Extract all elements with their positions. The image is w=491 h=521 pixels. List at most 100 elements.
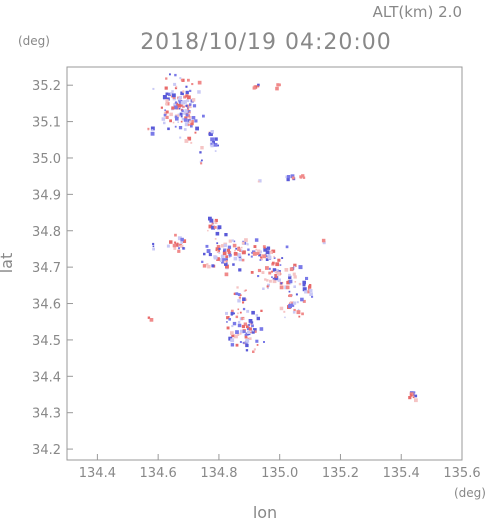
- echo-point: [208, 224, 213, 229]
- echo-point: [289, 267, 294, 272]
- echo-point: [237, 247, 241, 251]
- echo-point: [184, 116, 188, 120]
- echo-point: [277, 258, 281, 262]
- echo-point: [197, 80, 202, 85]
- echo-point: [256, 344, 259, 346]
- echo-point: [228, 316, 230, 318]
- echo-point: [175, 117, 179, 121]
- echo-point: [164, 86, 168, 90]
- echo-point: [226, 316, 230, 320]
- echo-point: [302, 283, 306, 287]
- echo-point: [238, 296, 241, 299]
- echo-point: [259, 327, 264, 331]
- echo-point: [224, 272, 229, 277]
- echo-point: [174, 101, 178, 104]
- echo-point: [188, 120, 192, 124]
- echo-point: [307, 288, 310, 291]
- echo-point: [182, 247, 185, 250]
- echo-point: [181, 117, 185, 121]
- echo-point: [151, 129, 154, 132]
- echo-point: [227, 251, 231, 254]
- echo-point: [180, 120, 183, 123]
- echo-point: [246, 309, 250, 313]
- echo-point: [302, 280, 306, 285]
- y-unit-label: (deg): [18, 34, 50, 48]
- echo-point: [182, 105, 185, 108]
- echo-point: [171, 106, 175, 110]
- echo-point: [205, 244, 209, 248]
- echo-point: [247, 330, 251, 334]
- echo-point: [194, 119, 198, 123]
- echo-point: [235, 315, 239, 319]
- echo-point: [174, 241, 177, 244]
- echo-point: [295, 293, 298, 296]
- echo-point: [232, 263, 235, 266]
- echo-point: [195, 126, 199, 131]
- echo-point: [275, 276, 278, 278]
- echo-point: [177, 249, 181, 253]
- echo-point: [173, 247, 177, 250]
- echo-point: [293, 285, 296, 288]
- echo-point: [288, 304, 292, 309]
- echo-point: [201, 260, 204, 263]
- echo-point: [179, 98, 182, 100]
- y-tick-label: 35.0: [32, 152, 61, 167]
- x-tick-label: 135.0: [261, 466, 298, 481]
- echo-point: [275, 269, 279, 273]
- echo-point: [228, 239, 232, 243]
- echo-point: [251, 324, 254, 328]
- echo-point: [221, 244, 224, 247]
- echo-point: [283, 310, 286, 313]
- echo-point: [260, 309, 263, 312]
- echo-point: [257, 85, 260, 88]
- echo-point: [300, 177, 302, 179]
- echo-point: [259, 259, 262, 261]
- echo-point: [284, 316, 286, 319]
- echo-point: [150, 131, 155, 136]
- echo-point: [247, 323, 251, 327]
- echo-point: [260, 256, 263, 259]
- echo-point: [248, 319, 253, 323]
- echo-point: [210, 130, 214, 134]
- echo-point: [262, 254, 267, 259]
- echo-point: [208, 216, 212, 221]
- echo-point: [242, 301, 245, 304]
- echo-point: [166, 244, 170, 248]
- echo-point: [238, 257, 243, 262]
- echo-point: [244, 238, 248, 242]
- echo-point: [173, 103, 177, 107]
- echo-point: [184, 109, 188, 113]
- echo-point: [243, 322, 247, 326]
- echo-point: [184, 139, 189, 143]
- echo-point: [213, 225, 217, 229]
- echo-point: [220, 254, 225, 259]
- echo-point: [230, 343, 235, 347]
- echo-point: [226, 321, 228, 323]
- echo-point: [272, 261, 275, 265]
- echo-point: [241, 249, 243, 252]
- echo-point: [215, 247, 220, 251]
- echo-point: [213, 255, 218, 260]
- echo-point: [237, 299, 241, 303]
- echo-point: [223, 260, 227, 264]
- echo-point: [235, 247, 237, 250]
- echo-point: [274, 271, 277, 274]
- echo-point: [292, 272, 296, 276]
- echo-point: [244, 335, 248, 339]
- echo-point: [309, 289, 313, 293]
- y-tick-label: 34.8: [32, 225, 61, 240]
- echo-point: [240, 246, 243, 249]
- echo-point: [225, 264, 229, 269]
- echo-point: [262, 245, 266, 249]
- echo-point: [180, 237, 184, 242]
- echo-point: [267, 283, 270, 287]
- echo-point: [180, 115, 183, 118]
- echo-point: [211, 222, 214, 225]
- echo-point: [242, 297, 246, 301]
- y-axis-label: lat: [0, 253, 16, 274]
- echo-point: [302, 299, 306, 303]
- echo-point: [237, 334, 240, 336]
- echo-point: [289, 294, 293, 298]
- echo-point: [242, 307, 246, 311]
- echo-point: [322, 241, 326, 245]
